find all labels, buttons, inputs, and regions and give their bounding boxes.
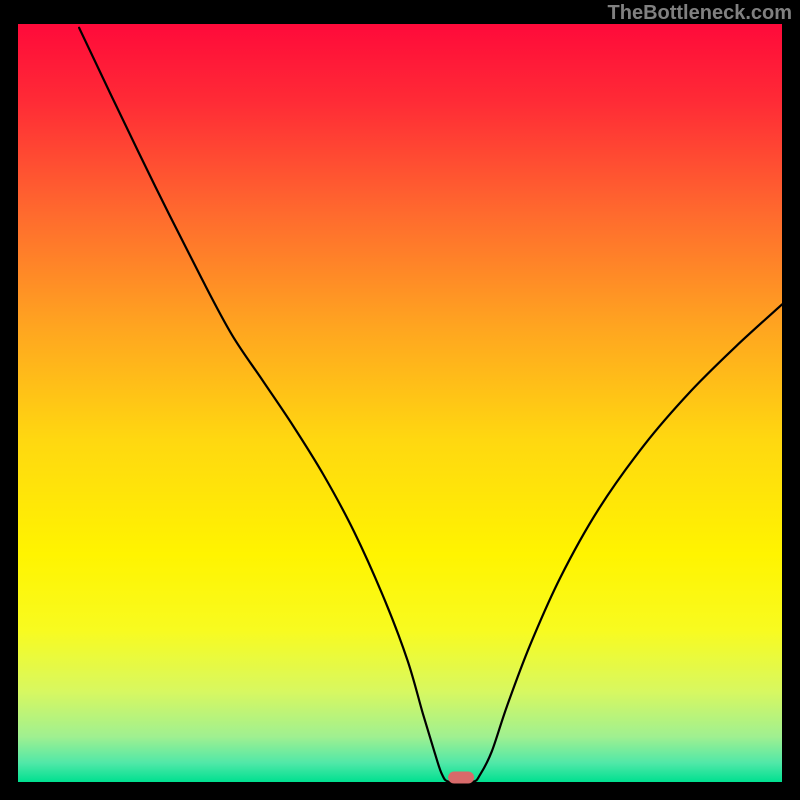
optimal-marker (448, 771, 474, 783)
border-left (0, 0, 18, 800)
chart-svg (0, 0, 800, 800)
bottleneck-chart: TheBottleneck.com (0, 0, 800, 800)
border-bottom (0, 782, 800, 800)
border-right (782, 0, 800, 800)
attribution-text: TheBottleneck.com (608, 2, 792, 25)
